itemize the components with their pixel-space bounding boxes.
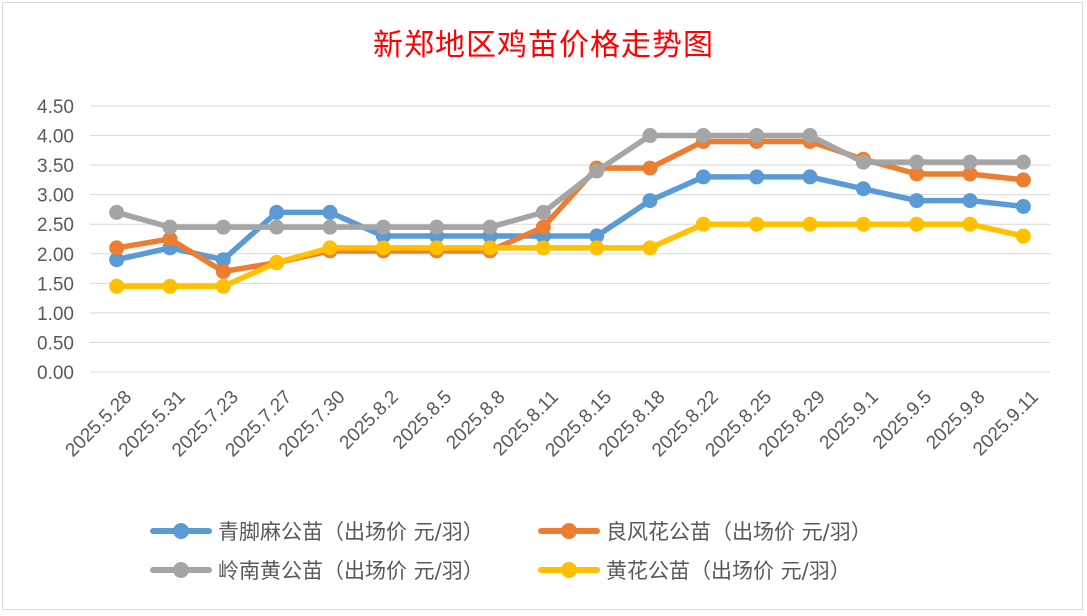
legend-label-3: 岭南黄公苗（出场价 元/羽） xyxy=(218,559,484,583)
data-point xyxy=(855,154,871,170)
series-line xyxy=(113,174,1027,263)
data-point xyxy=(482,240,498,256)
data-point xyxy=(749,128,765,144)
data-point xyxy=(589,228,605,244)
data-point xyxy=(375,219,391,235)
series-2 xyxy=(109,133,1031,280)
data-point xyxy=(695,216,711,232)
gridlines xyxy=(90,105,1050,373)
data-point xyxy=(482,219,498,235)
data-point xyxy=(535,219,551,235)
data-point xyxy=(855,216,871,232)
series-1 xyxy=(109,169,1031,268)
y-tick-label: 0.00 xyxy=(37,363,74,384)
data-point xyxy=(589,240,605,256)
y-tick-label: 1.50 xyxy=(37,274,74,295)
data-point xyxy=(909,154,925,170)
data-point xyxy=(642,193,658,209)
data-point xyxy=(909,166,925,182)
data-point xyxy=(215,252,231,268)
data-point xyxy=(962,193,978,209)
data-point xyxy=(962,154,978,170)
data-point xyxy=(429,240,445,256)
data-point xyxy=(269,204,285,220)
data-point xyxy=(642,240,658,256)
legend-label-2: 良风花公苗（出场价 元/羽） xyxy=(606,520,872,544)
legend-swatch-2 xyxy=(538,516,600,546)
legend-dot-4 xyxy=(561,562,577,578)
legend-swatch-4 xyxy=(538,555,600,585)
data-point xyxy=(322,240,338,256)
series-4 xyxy=(109,216,1031,294)
data-point xyxy=(109,278,125,294)
legend-dot-1 xyxy=(173,523,189,539)
legend-item-series-4[interactable]: 黄花公苗（出场价 元/羽） xyxy=(538,555,851,585)
data-point xyxy=(749,169,765,185)
data-point xyxy=(1015,172,1031,188)
y-tick-label: 3.50 xyxy=(37,156,74,177)
data-point xyxy=(215,219,231,235)
data-point xyxy=(535,240,551,256)
series-layer xyxy=(109,128,1031,294)
data-point xyxy=(802,216,818,232)
data-point xyxy=(162,231,178,247)
chart-title: 新郑地区鸡苗价格走势图 xyxy=(373,28,714,63)
data-point xyxy=(962,166,978,182)
data-point xyxy=(962,216,978,232)
legend-swatch-3 xyxy=(150,555,212,585)
series-line xyxy=(113,132,1027,230)
data-point xyxy=(695,128,711,144)
data-point xyxy=(642,128,658,144)
data-point xyxy=(109,240,125,256)
y-tick-label: 2.50 xyxy=(37,215,74,236)
data-point xyxy=(749,216,765,232)
data-point xyxy=(802,169,818,185)
y-tick-label: 4.50 xyxy=(37,97,74,118)
x-axis-ticks: 2025.5.282025.5.312025.7.232025.7.272025… xyxy=(62,387,1043,462)
data-point xyxy=(429,219,445,235)
legend-label-4: 黄花公苗（出场价 元/羽） xyxy=(606,559,851,583)
y-axis-ticks: 0.00 0.50 1.00 1.50 2.00 2.50 3.00 3.50 4.00 4.50 xyxy=(37,97,74,384)
y-tick-label: 3.00 xyxy=(37,186,74,207)
y-tick-label: 0.50 xyxy=(37,333,74,354)
data-point xyxy=(855,181,871,197)
data-point xyxy=(802,128,818,144)
legend-dot-3 xyxy=(173,562,189,578)
y-tick-label: 2.00 xyxy=(37,245,74,266)
legend-swatch-1 xyxy=(150,516,212,546)
data-point xyxy=(909,216,925,232)
data-point xyxy=(1015,154,1031,170)
data-point xyxy=(695,169,711,185)
data-point xyxy=(162,278,178,294)
data-point xyxy=(909,193,925,209)
y-tick-label: 4.00 xyxy=(37,127,74,148)
data-point xyxy=(269,255,285,271)
data-point xyxy=(1015,198,1031,214)
y-tick-label: 1.00 xyxy=(37,304,74,325)
data-point xyxy=(1015,228,1031,244)
legend-label-1: 青脚麻公苗（出场价 元/羽） xyxy=(218,520,484,544)
legend-dot-2 xyxy=(561,523,577,539)
legend-item-series-1[interactable]: 青脚麻公苗（出场价 元/羽） xyxy=(150,516,484,546)
data-point xyxy=(269,219,285,235)
data-point xyxy=(109,252,125,268)
data-point xyxy=(589,163,605,179)
data-point xyxy=(215,278,231,294)
data-point xyxy=(109,204,125,220)
data-point xyxy=(375,240,391,256)
data-point xyxy=(322,204,338,220)
data-point xyxy=(322,219,338,235)
data-point xyxy=(642,160,658,176)
data-point xyxy=(215,264,231,280)
data-point xyxy=(535,204,551,220)
legend-item-series-3[interactable]: 岭南黄公苗（出场价 元/羽） xyxy=(150,555,484,585)
legend-item-series-2[interactable]: 良风花公苗（出场价 元/羽） xyxy=(538,516,872,546)
series-3 xyxy=(109,128,1031,235)
data-point xyxy=(162,219,178,235)
series-line xyxy=(113,221,1027,290)
